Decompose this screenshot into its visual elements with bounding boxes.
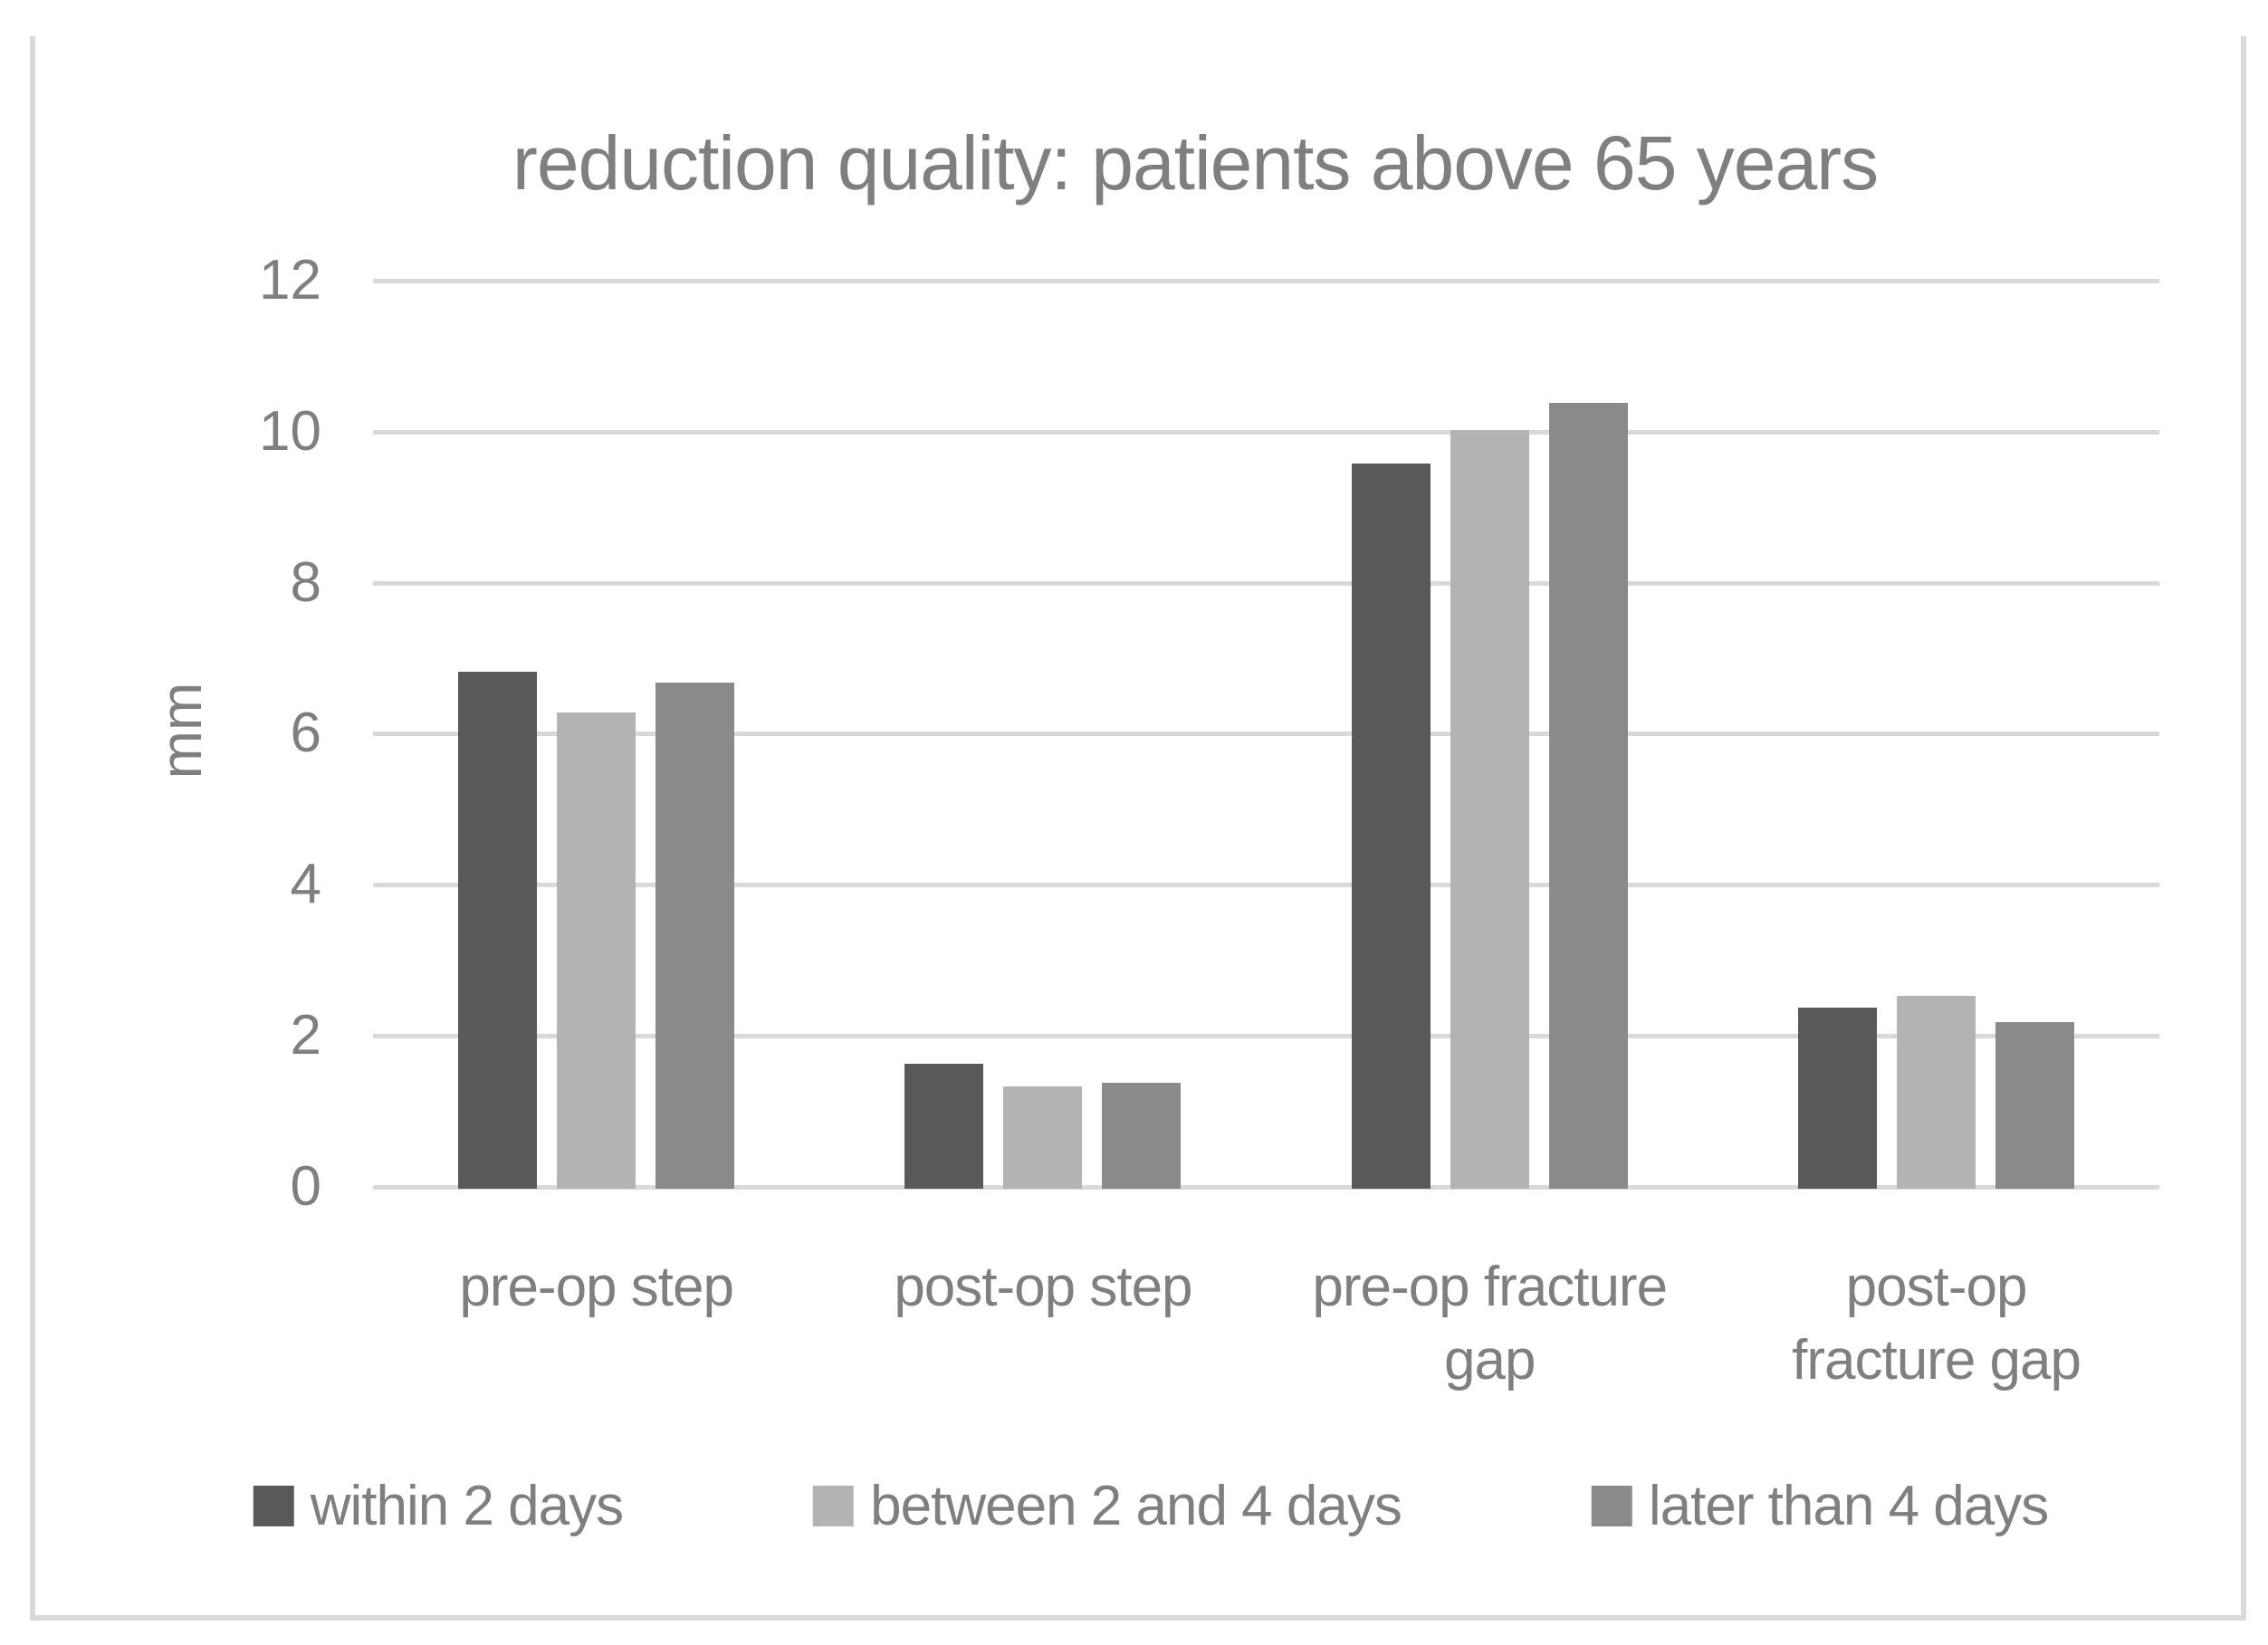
gridline-y8 bbox=[373, 580, 2159, 586]
chart-title: reduction quality: patients above 65 yea… bbox=[512, 120, 1879, 206]
y-tick-label-0: 0 bbox=[290, 1155, 321, 1218]
y-tick-label-2: 2 bbox=[290, 1004, 321, 1067]
legend-label: between 2 and 4 days bbox=[870, 1475, 1402, 1537]
bar-post-op-fracture-gap-later-than-4-days bbox=[1995, 1022, 2074, 1189]
y-tick-label-6: 6 bbox=[290, 702, 321, 765]
category-label-pre-op-step: pre-op step bbox=[459, 1256, 734, 1318]
legend-swatch-icon bbox=[1591, 1486, 1632, 1526]
bar-post-op-fracture-gap-within-2-days bbox=[1797, 1007, 1877, 1189]
category-label-pre-op-fracture-gap: pre-op fracture gap bbox=[1312, 1256, 1668, 1392]
bar-pre-op-fracture-gap-within-2-days bbox=[1351, 464, 1431, 1189]
legend-swatch-icon bbox=[813, 1486, 855, 1526]
y-axis-title: mm bbox=[148, 682, 214, 779]
bar-pre-op-step-within-2-days bbox=[458, 671, 537, 1189]
legend-swatch-icon bbox=[253, 1486, 294, 1526]
y-tick-label-4: 4 bbox=[290, 853, 321, 916]
y-tick-label-10: 10 bbox=[259, 399, 321, 463]
category-label-post-op-step: post-op step bbox=[894, 1256, 1192, 1318]
legend: within 2 days between 2 and 4 days later t… bbox=[253, 1474, 2049, 1538]
gridline-y2 bbox=[373, 1034, 2159, 1039]
gridline-y12 bbox=[373, 278, 2159, 283]
bar-pre-op-step-between-2-and-4-days bbox=[557, 713, 636, 1189]
y-tick-label-12: 12 bbox=[259, 248, 321, 311]
legend-label: within 2 days bbox=[310, 1475, 624, 1537]
figure-frame bbox=[30, 36, 2246, 1621]
legend-item-within-2-days: within 2 days bbox=[253, 1474, 624, 1538]
gridline-y4 bbox=[373, 883, 2159, 888]
bar-pre-op-fracture-gap-later-than-4-days bbox=[1548, 403, 1628, 1189]
legend-label: later than 4 days bbox=[1648, 1475, 2049, 1537]
legend-item-later-than-4-days: later than 4 days bbox=[1591, 1474, 2049, 1538]
gridline-y10 bbox=[373, 429, 2159, 435]
legend-item-between-2-and-4-days: between 2 and 4 days bbox=[813, 1474, 1402, 1538]
bar-post-op-fracture-gap-between-2-and-4-days bbox=[1896, 996, 1976, 1189]
bar-post-op-step-within-2-days bbox=[904, 1064, 984, 1189]
bar-post-op-step-later-than-4-days bbox=[1102, 1083, 1182, 1189]
gridline-y0 bbox=[373, 1185, 2159, 1190]
gridline-y6 bbox=[373, 732, 2159, 737]
category-label-post-op-fracture-gap: post-op fracture gap bbox=[1792, 1256, 2081, 1392]
y-tick-label-8: 8 bbox=[290, 550, 321, 614]
bar-post-op-step-between-2-and-4-days bbox=[1003, 1086, 1083, 1189]
bar-pre-op-fracture-gap-between-2-and-4-days bbox=[1450, 429, 1529, 1189]
bar-pre-op-step-later-than-4-days bbox=[656, 683, 734, 1189]
